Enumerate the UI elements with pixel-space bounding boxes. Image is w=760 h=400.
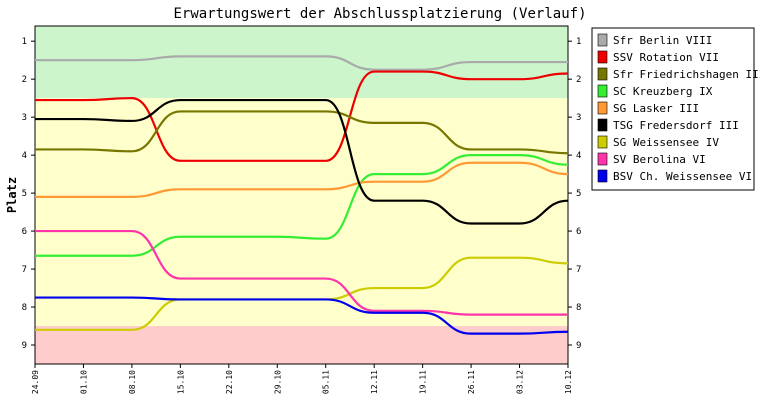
legend-label: SG Weissensee IV: [613, 136, 719, 149]
x-tick-label: 26.11: [467, 370, 476, 394]
y-axis: 1 1 2 2 3 3 4 4 5 5 6 6 7 7 8 8 9 9: [22, 37, 582, 351]
series-lines: [34, 55, 569, 335]
y-tick-label-left: 2: [22, 75, 27, 85]
band-1: [35, 98, 568, 327]
legend-swatch: [597, 33, 608, 47]
y-tick-label-right: 2: [576, 75, 581, 85]
series-line-0: [34, 55, 568, 71]
y-tick-label-left: 1: [22, 37, 27, 47]
legend-label: SC Kreuzberg IX: [613, 85, 713, 98]
series-line-7: [34, 229, 568, 316]
y-tick-label-right: 4: [576, 151, 581, 161]
x-axis: 24.09 01.10 08.10 15.10 22.10 29.10 05.11 12.11…: [31, 364, 573, 394]
y-tick-label-left: 4: [22, 151, 27, 161]
y-axis-label: Platz: [5, 177, 19, 213]
x-tick-label: 05.11: [322, 370, 331, 394]
legend-label: Sfr Friedrichshagen III: [613, 68, 760, 81]
x-tick-label: 24.09: [31, 370, 40, 394]
band-2: [35, 326, 568, 364]
legend-swatch: [597, 152, 608, 166]
legend-swatch: [597, 50, 608, 64]
series-line-1: [35, 70, 569, 162]
y-tick-label-left: 8: [22, 303, 27, 313]
legend-swatch: [597, 101, 608, 115]
y-tick-label-right: 7: [576, 265, 581, 275]
x-tick-label: 12.11: [370, 370, 379, 394]
x-tick-label: 15.10: [176, 370, 185, 394]
series-line-2: [34, 110, 569, 155]
legend-swatch: [597, 67, 608, 81]
series-line-3: [34, 154, 569, 257]
legend-label: BSV Ch. Weissensee VI: [613, 170, 752, 183]
legend-swatch: [597, 169, 608, 183]
legend-label: Sfr Berlin VIII: [613, 34, 712, 47]
x-tick-label: 08.10: [128, 370, 137, 394]
y-tick-label-right: 5: [576, 189, 581, 199]
legend-box: [591, 27, 755, 191]
legend-label: SSV Rotation VII: [613, 51, 719, 64]
x-tick-label: 29.10: [273, 370, 282, 394]
y-tick-label-right: 9: [576, 341, 581, 351]
legend-swatch: [597, 135, 608, 149]
legend-swatch: [597, 84, 608, 98]
y-tick-label-left: 5: [22, 189, 27, 199]
y-tick-label-right: 1: [576, 37, 581, 47]
legend-label: SG Lasker III: [613, 102, 699, 115]
x-tick-label: 03.12: [516, 370, 525, 394]
x-tick-label: 19.11: [419, 370, 428, 394]
series-line-5: [35, 98, 569, 225]
legend-label: SV Berolina VI: [613, 153, 706, 166]
y-tick-label-left: 6: [22, 227, 27, 237]
plot-area: [34, 25, 569, 365]
y-tick-label-right: 3: [576, 113, 581, 123]
series-line-8: [34, 296, 569, 335]
y-tick-label-left: 7: [22, 265, 27, 275]
series-line-4: [35, 161, 569, 198]
x-tick-label: 22.10: [225, 370, 234, 394]
bands: [35, 26, 568, 364]
chart-title: Erwartungswert der Abschlussplatzierung …: [173, 6, 586, 22]
legend-label: TSG Fredersdorf III: [613, 119, 739, 132]
y-tick-label-left: 3: [22, 113, 27, 123]
y-tick-label-right: 8: [576, 303, 581, 313]
legend: Sfr Berlin VIII SSV Rotation VII Sfr Fried…: [591, 27, 760, 191]
legend-swatch: [597, 118, 608, 132]
y-tick-label-left: 9: [22, 341, 27, 351]
x-tick-label: 10.12: [564, 370, 573, 394]
y-tick-label-right: 6: [576, 227, 581, 237]
x-tick-label: 01.10: [79, 370, 88, 394]
